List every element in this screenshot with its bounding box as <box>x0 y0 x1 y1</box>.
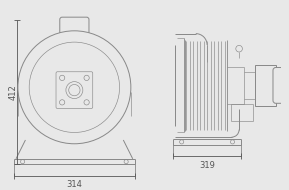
FancyBboxPatch shape <box>60 17 89 35</box>
Text: 319: 319 <box>199 161 215 170</box>
Circle shape <box>84 100 89 105</box>
Circle shape <box>236 45 242 52</box>
FancyBboxPatch shape <box>56 72 93 108</box>
Text: 314: 314 <box>66 180 82 189</box>
Bar <box>255 65 276 106</box>
Circle shape <box>84 75 89 81</box>
Circle shape <box>18 31 131 144</box>
Text: 412: 412 <box>9 84 18 100</box>
Circle shape <box>66 82 83 99</box>
FancyBboxPatch shape <box>273 67 289 103</box>
Circle shape <box>60 100 65 105</box>
Circle shape <box>60 75 65 81</box>
